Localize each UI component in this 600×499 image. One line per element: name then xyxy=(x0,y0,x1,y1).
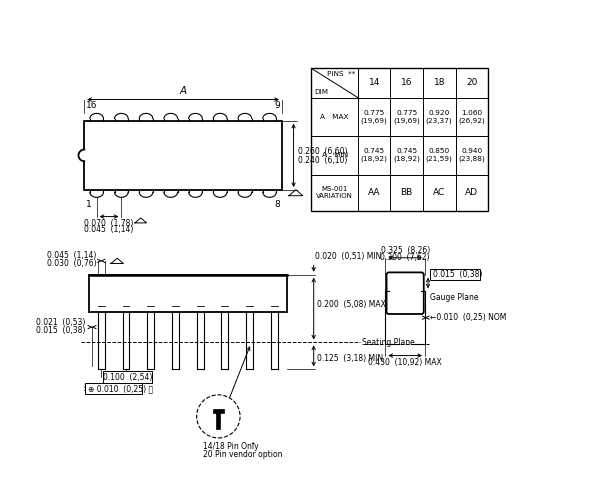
Text: 0.300  (7,62): 0.300 (7,62) xyxy=(380,253,430,262)
Text: MS-001
VARIATION: MS-001 VARIATION xyxy=(316,186,353,200)
Text: 0.260  (6,60): 0.260 (6,60) xyxy=(298,147,348,156)
Text: Seating Plane: Seating Plane xyxy=(362,338,415,347)
Circle shape xyxy=(197,395,240,438)
FancyBboxPatch shape xyxy=(85,383,142,394)
Text: 18: 18 xyxy=(433,78,445,87)
Text: 8: 8 xyxy=(275,201,280,210)
Text: 9: 9 xyxy=(275,101,280,110)
Text: 0.920
(23,37): 0.920 (23,37) xyxy=(426,110,452,124)
Text: 0.021  (0,53): 0.021 (0,53) xyxy=(37,318,86,327)
Text: AD: AD xyxy=(466,188,478,197)
Text: ←0.010  (0,25) NOM: ←0.010 (0,25) NOM xyxy=(430,313,506,322)
Text: 0.940
(23,88): 0.940 (23,88) xyxy=(458,148,485,162)
Text: 0.745
(18,92): 0.745 (18,92) xyxy=(393,148,420,162)
Text: 0.015  (0,38): 0.015 (0,38) xyxy=(433,270,483,279)
Text: ⊕ 0.010  (0,25) Ⓜ: ⊕ 0.010 (0,25) Ⓜ xyxy=(88,384,154,393)
Text: 1.060
(26,92): 1.060 (26,92) xyxy=(458,110,485,124)
Text: A   MIN: A MIN xyxy=(322,152,347,158)
Text: 20: 20 xyxy=(466,78,478,87)
Text: 0.430  (10,92) MAX: 0.430 (10,92) MAX xyxy=(368,358,442,367)
FancyBboxPatch shape xyxy=(430,269,480,280)
Text: 20 Pin vendor option: 20 Pin vendor option xyxy=(203,450,283,459)
Bar xyxy=(213,410,224,413)
Text: AC: AC xyxy=(433,188,445,197)
Text: 0.745
(18,92): 0.745 (18,92) xyxy=(361,148,388,162)
Text: A: A xyxy=(179,86,187,96)
FancyBboxPatch shape xyxy=(386,272,424,314)
Text: 14: 14 xyxy=(368,78,380,87)
Text: 14/18 Pin Only: 14/18 Pin Only xyxy=(203,442,259,451)
Text: 0.020  (0,51) MIN: 0.020 (0,51) MIN xyxy=(315,252,382,261)
Text: DIM: DIM xyxy=(314,89,328,95)
Text: 16: 16 xyxy=(401,78,412,87)
Text: 1: 1 xyxy=(86,201,92,210)
Bar xyxy=(84,121,282,190)
Text: 0.325  (8,26): 0.325 (8,26) xyxy=(380,246,430,254)
Text: 0.030  (0,76): 0.030 (0,76) xyxy=(47,259,96,268)
Text: A   MAX: A MAX xyxy=(320,114,349,120)
Text: 0.200  (5,08) MAX: 0.200 (5,08) MAX xyxy=(317,300,386,309)
Text: 0.775
(19,69): 0.775 (19,69) xyxy=(393,110,420,124)
Text: 0.015  (0,38): 0.015 (0,38) xyxy=(37,326,86,335)
Text: PINS  **: PINS ** xyxy=(327,71,356,77)
Text: 0.100  (2,54): 0.100 (2,54) xyxy=(103,373,152,382)
Text: 0.775
(19,69): 0.775 (19,69) xyxy=(361,110,388,124)
Bar xyxy=(217,413,220,430)
Text: 0.045  (1,14): 0.045 (1,14) xyxy=(47,251,96,260)
Text: 0.045  (1,14): 0.045 (1,14) xyxy=(85,225,134,234)
Text: AA: AA xyxy=(368,188,380,197)
Bar xyxy=(311,68,488,211)
Text: Gauge Plane: Gauge Plane xyxy=(430,293,478,302)
Text: 16: 16 xyxy=(86,101,97,110)
Text: 0.125  (3,18) MIN: 0.125 (3,18) MIN xyxy=(317,354,383,363)
Polygon shape xyxy=(79,150,84,161)
Text: 0.240  (6,10): 0.240 (6,10) xyxy=(298,156,347,165)
FancyBboxPatch shape xyxy=(103,371,152,383)
Text: 0.070  (1,78): 0.070 (1,78) xyxy=(85,219,134,228)
Text: 0.850
(21,59): 0.850 (21,59) xyxy=(426,148,452,162)
Bar xyxy=(89,275,287,312)
Text: BB: BB xyxy=(401,188,413,197)
